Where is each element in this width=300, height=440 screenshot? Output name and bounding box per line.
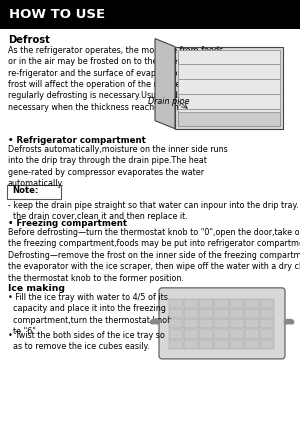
- Bar: [199, 299, 213, 308]
- Bar: [245, 299, 259, 308]
- Bar: [184, 319, 198, 329]
- Bar: [184, 299, 198, 308]
- Bar: [214, 340, 229, 349]
- Bar: [178, 112, 280, 126]
- FancyBboxPatch shape: [7, 185, 61, 199]
- Text: HOW TO USE: HOW TO USE: [9, 8, 105, 21]
- Bar: [230, 330, 244, 339]
- Bar: [169, 309, 183, 318]
- Bar: [245, 330, 259, 339]
- Bar: [169, 330, 183, 339]
- FancyBboxPatch shape: [159, 288, 285, 359]
- Text: • Refrigerator compartment: • Refrigerator compartment: [8, 136, 146, 145]
- Text: • Freezing compartment: • Freezing compartment: [8, 219, 127, 228]
- Bar: [260, 319, 274, 329]
- Bar: [214, 299, 229, 308]
- Bar: [230, 319, 244, 329]
- Bar: [184, 340, 198, 349]
- Text: As the refrigerator operates, the moisture from foods
or in the air may be frost: As the refrigerator operates, the moistu…: [8, 46, 226, 112]
- Bar: [199, 309, 213, 318]
- Bar: [214, 330, 229, 339]
- Text: Defrost: Defrost: [8, 35, 50, 44]
- Bar: [245, 340, 259, 349]
- Text: • Fill the ice tray with water to 4/5 of its
  capacity and place it into the fr: • Fill the ice tray with water to 4/5 of…: [8, 293, 172, 336]
- Text: - keep the drain pipe straight so that water can inpour into the drip tray. When: - keep the drain pipe straight so that w…: [8, 201, 300, 221]
- Text: Before defrosting—turn the thermostat knob to "0",open the door,take out foods a: Before defrosting—turn the thermostat kn…: [8, 228, 300, 282]
- FancyBboxPatch shape: [175, 47, 283, 128]
- Text: Note:: Note:: [12, 186, 38, 195]
- Bar: [199, 319, 213, 329]
- Text: Ice making: Ice making: [8, 284, 65, 293]
- Bar: [184, 330, 198, 339]
- Bar: [260, 340, 274, 349]
- Bar: [230, 299, 244, 308]
- Bar: [184, 309, 198, 318]
- Bar: [230, 340, 244, 349]
- Text: • Twist the both sides of the ice tray so
  as to remove the ice cubes easily.: • Twist the both sides of the ice tray s…: [8, 331, 165, 352]
- Polygon shape: [155, 39, 175, 128]
- Bar: [260, 299, 274, 308]
- Bar: [199, 330, 213, 339]
- Bar: [245, 309, 259, 318]
- Bar: [169, 319, 183, 329]
- Bar: [214, 319, 229, 329]
- Bar: [245, 319, 259, 329]
- Bar: [260, 330, 274, 339]
- Text: Drain pipe: Drain pipe: [148, 97, 190, 106]
- Bar: [169, 299, 183, 308]
- Bar: [178, 50, 280, 126]
- Bar: [230, 309, 244, 318]
- Text: Defrosts automatically,moisture on the inner side runs
into the drip tray throug: Defrosts automatically,moisture on the i…: [8, 145, 228, 188]
- Bar: [199, 340, 213, 349]
- Bar: [169, 340, 183, 349]
- Bar: [260, 309, 274, 318]
- Bar: [214, 309, 229, 318]
